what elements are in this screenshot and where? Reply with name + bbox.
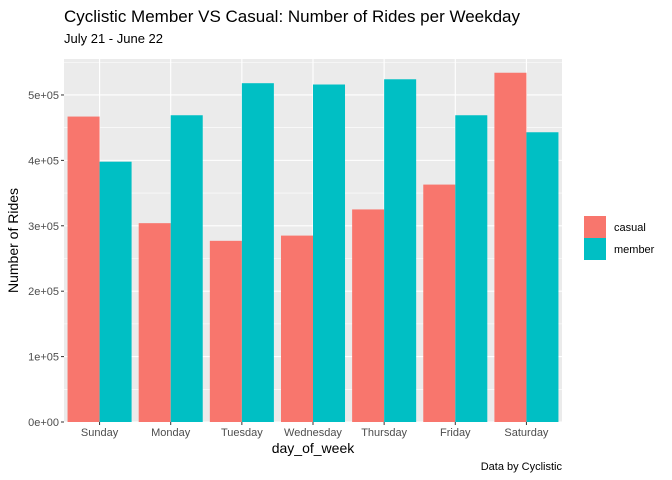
bar-casual-friday xyxy=(423,184,456,422)
legend-label-casual: casual xyxy=(614,222,646,234)
y-axis-ticks: 0e+00 1e+05 2e+05 3e+05 4e+05 5e+05 xyxy=(28,90,64,429)
x-tick-label: Thursday xyxy=(361,427,407,439)
chart-subtitle: July 21 - June 22 xyxy=(64,31,163,46)
y-tick-label: 2e+05 xyxy=(28,286,59,298)
bar-member-friday xyxy=(455,115,488,422)
x-tick-label: Sunday xyxy=(81,427,119,439)
bar-member-saturday xyxy=(526,132,559,422)
y-tick-label: 1e+05 xyxy=(28,352,59,364)
x-axis-title: day_of_week xyxy=(272,440,356,456)
chart-caption: Data by Cyclistic xyxy=(481,461,563,473)
bar-member-wednesday xyxy=(313,84,346,422)
legend: casual member xyxy=(584,216,655,260)
y-tick-label: 5e+05 xyxy=(28,90,59,102)
bar-member-thursday xyxy=(384,79,417,423)
y-tick-label: 4e+05 xyxy=(28,155,59,167)
legend-key-casual xyxy=(584,216,606,238)
bar-member-monday xyxy=(170,115,203,422)
bar-member-tuesday xyxy=(241,83,274,422)
bar-casual-monday xyxy=(138,223,171,422)
bar-casual-tuesday xyxy=(209,240,242,422)
bar-casual-sunday xyxy=(67,116,100,422)
bars xyxy=(67,72,559,423)
x-tick-label: Saturday xyxy=(504,427,549,439)
legend-label-member: member xyxy=(614,244,655,256)
x-axis-ticks: Sunday Monday Tuesday Wednesday Thursday Frid… xyxy=(81,422,549,439)
y-axis-title: Number of Rides xyxy=(5,188,21,293)
x-tick-label: Wednesday xyxy=(284,427,342,439)
x-tick-label: Tuesday xyxy=(221,427,263,439)
legend-key-member xyxy=(584,238,606,260)
y-tick-label: 0e+00 xyxy=(28,417,59,429)
x-tick-label: Monday xyxy=(151,427,191,439)
chart-title: Cyclistic Member VS Casual: Number of Ri… xyxy=(64,7,521,26)
y-tick-label: 3e+05 xyxy=(28,221,59,233)
x-tick-label: Friday xyxy=(440,427,471,439)
bar-casual-thursday xyxy=(352,209,385,422)
bar-casual-saturday xyxy=(494,72,527,422)
bar-member-sunday xyxy=(99,161,132,422)
bar-casual-wednesday xyxy=(280,235,313,422)
